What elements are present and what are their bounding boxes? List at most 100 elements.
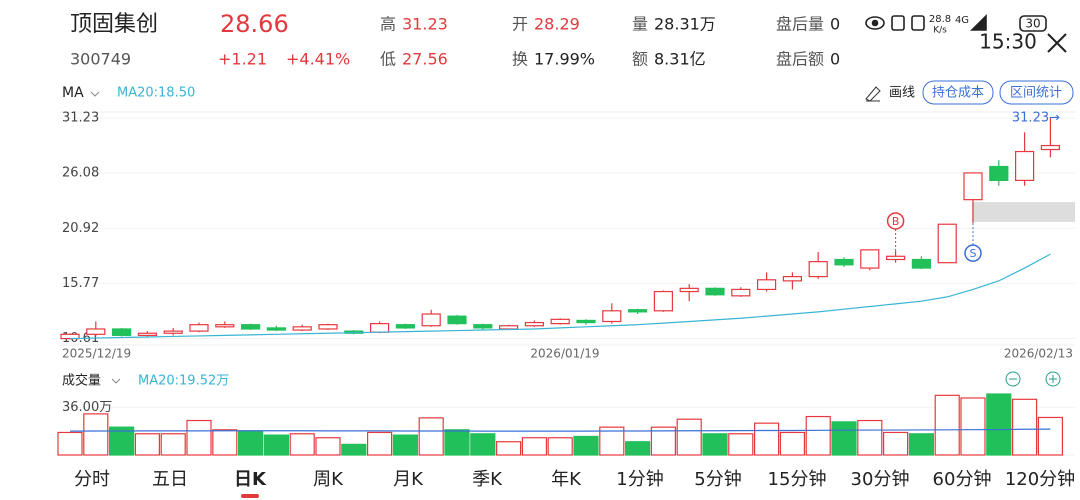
stat-value: 28.31万	[654, 15, 716, 34]
volume-ma20-line	[69, 428, 1051, 432]
stat-value: 27.56	[402, 50, 448, 69]
y-tick-label: 20.92	[62, 221, 99, 236]
tab[interactable]: 年K	[551, 469, 582, 490]
volume-bar	[341, 443, 367, 456]
stat-value: 0	[830, 50, 840, 69]
pen-icon	[865, 86, 881, 102]
tab[interactable]: 15分钟	[768, 469, 827, 490]
tab[interactable]: 周K	[313, 469, 344, 490]
network: 4G	[955, 15, 969, 26]
volume-bar	[160, 433, 186, 456]
ma-label: MA20:18.50	[117, 86, 195, 101]
volume-bar	[470, 433, 496, 456]
button-frame[interactable]	[922, 80, 994, 105]
volume-title: 成交量	[62, 373, 101, 389]
candle-body	[731, 288, 751, 297]
net-speed-unit: K/s	[933, 26, 947, 36]
volume-bar	[83, 413, 109, 456]
button-frame[interactable]	[999, 80, 1074, 105]
change: +1.21	[218, 50, 267, 69]
stock-name: 顶固集创	[70, 12, 158, 37]
candle-body	[911, 258, 932, 269]
candle-body	[1040, 144, 1061, 151]
net-speed: 28.8	[929, 14, 951, 25]
candle-body	[756, 279, 777, 291]
trade-marker	[886, 212, 905, 230]
stat-label: 开	[512, 15, 528, 34]
stat-label: 量	[632, 15, 648, 34]
volume-bar	[676, 418, 702, 456]
candle-body	[782, 275, 803, 282]
volume-bar	[1037, 416, 1064, 456]
volume-bar	[134, 433, 160, 456]
volume-bar	[444, 429, 470, 456]
battery: 30	[1025, 17, 1040, 31]
tab[interactable]: 分时	[74, 469, 110, 490]
volume-bar	[418, 417, 444, 456]
volume-bar	[392, 434, 418, 456]
volume-bar	[547, 437, 573, 456]
candle-body	[963, 172, 983, 201]
candle-body	[86, 328, 106, 335]
time: 15:30	[979, 30, 1037, 54]
volume-bar	[212, 429, 238, 456]
tab[interactable]: 月K	[393, 469, 424, 490]
indicator[interactable]: MA	[62, 85, 84, 101]
volume-bar	[650, 426, 677, 456]
x-tick-label: 2026/02/13	[1004, 347, 1073, 361]
stat-value: 28.29	[534, 15, 580, 34]
candle-body	[989, 165, 1009, 182]
volume-bar	[882, 431, 909, 456]
price: 28.66	[220, 10, 289, 38]
volume-bar	[496, 441, 522, 456]
trade-marker-label: B	[892, 215, 900, 228]
gap-band	[972, 202, 1075, 222]
candle-body	[499, 325, 519, 330]
tab[interactable]: 5分钟	[694, 469, 741, 490]
tab[interactable]: 30分钟	[851, 469, 910, 490]
tab[interactable]: 1分钟	[616, 469, 663, 490]
close-button[interactable]	[1047, 33, 1067, 53]
stat-label: 额	[632, 50, 648, 69]
candle-body	[653, 290, 674, 312]
toolbar-button[interactable]: 持仓成本	[932, 86, 984, 101]
candle-body	[137, 332, 157, 336]
toolbar-button[interactable]: 区间统计	[1010, 86, 1062, 101]
stat-label: 换	[512, 50, 528, 69]
volume-bar	[57, 431, 83, 456]
stat-label: 高	[380, 15, 396, 34]
candle-body	[885, 255, 906, 261]
tab[interactable]: 60分钟	[933, 469, 992, 490]
draw-button[interactable]: 画线	[889, 86, 915, 101]
volume-bar	[986, 393, 1012, 456]
y-tick-label: 36.00万	[62, 400, 112, 415]
candle-body	[215, 324, 235, 328]
volume-bar	[599, 426, 625, 456]
stat-label: 盘后量	[776, 15, 824, 34]
candle-body	[937, 223, 957, 264]
stock-code: 300749	[70, 50, 131, 69]
ma20-line	[69, 253, 1051, 340]
volume-bar	[728, 433, 754, 456]
y-tick-label: 26.08	[62, 166, 99, 181]
dropdown-arrow	[90, 91, 100, 97]
y-tick-label: 15.77	[62, 276, 99, 291]
tab[interactable]: 日K	[234, 469, 267, 490]
y-tick-label: 31.23	[62, 111, 99, 126]
volume-bar	[624, 441, 651, 456]
candle-body	[163, 330, 183, 334]
candle-body	[292, 326, 312, 331]
candle-body	[241, 324, 261, 330]
candle-body	[189, 324, 209, 332]
active-tab-underline	[241, 494, 259, 498]
candle-body	[550, 318, 570, 325]
tab[interactable]: 五日	[152, 469, 188, 490]
status-icons	[865, 14, 1047, 32]
tab[interactable]: 季K	[472, 469, 503, 490]
volume-bar	[263, 434, 289, 456]
tab[interactable]: 120分钟	[1005, 469, 1075, 490]
candle-body	[395, 324, 415, 329]
candle-body	[447, 315, 467, 325]
stat-value: 8.31亿	[654, 50, 706, 69]
zoom-buttons[interactable]	[1005, 371, 1061, 387]
